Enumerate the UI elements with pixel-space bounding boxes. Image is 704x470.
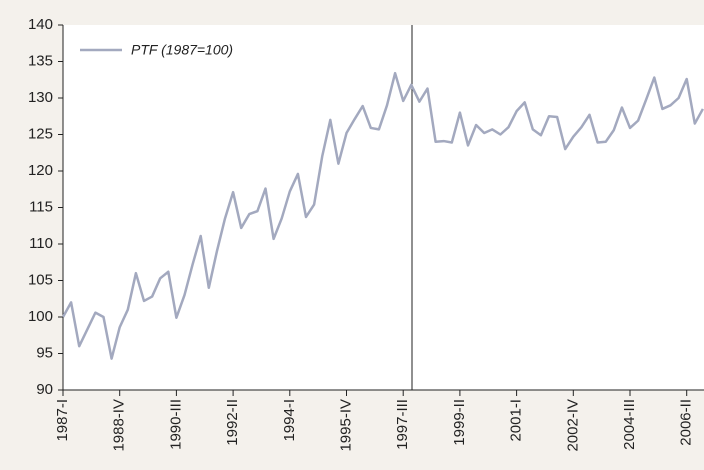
y-tick-label: 115 — [29, 198, 53, 215]
x-tick-label: 1995-IV — [337, 399, 354, 452]
x-tick-label: 2004-III — [621, 399, 638, 450]
y-tick-label: 135 — [28, 52, 53, 69]
data-line — [61, 71, 704, 360]
x-tick-label: 2001-I — [508, 399, 525, 442]
y-tick-label: 120 — [28, 162, 53, 179]
legend-label: PTF (1987=100) — [131, 42, 233, 58]
x-tick-label: 1997-III — [394, 399, 411, 450]
x-tick-label: 1988-IV — [111, 399, 128, 452]
y-tick-label: 105 — [28, 271, 53, 288]
y-tick-label: 125 — [28, 125, 53, 142]
x-tick-label: 1999-II — [451, 399, 468, 446]
y-tick-label: 140 — [28, 16, 53, 33]
x-tick-label: 2002-IV — [564, 399, 581, 452]
plot-area — [63, 25, 704, 390]
y-tick-label: 90 — [36, 381, 53, 398]
x-tick-label: 1990-III — [167, 399, 184, 450]
y-tick-label: 110 — [29, 235, 53, 252]
y-tick-label: 95 — [36, 344, 53, 361]
x-tick-label: 1987-I — [54, 399, 71, 442]
y-tick-label: 130 — [28, 89, 53, 106]
x-tick-label: 1992-II — [224, 399, 241, 446]
x-tick-label: 2006-II — [678, 399, 695, 446]
y-tick-label: 100 — [28, 308, 53, 325]
x-tick-label: 1994-I — [281, 399, 298, 442]
